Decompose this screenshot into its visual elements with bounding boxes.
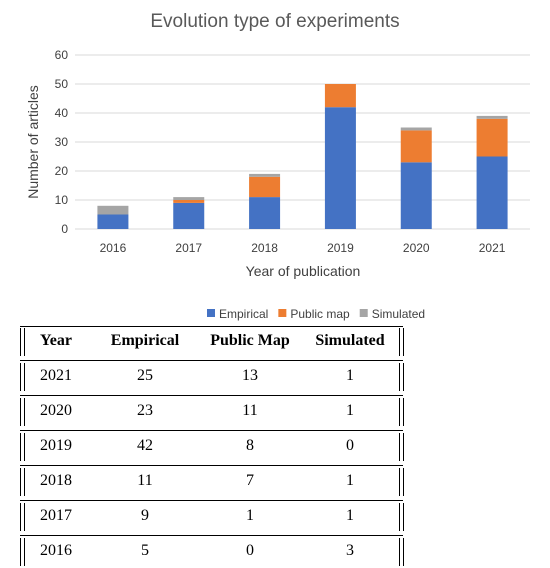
legend: Empirical Public map Simulated: [207, 307, 425, 321]
cell-empirical: 23: [137, 402, 153, 419]
table-rule: [20, 395, 403, 396]
chart-title: Evolution type of experiments: [150, 11, 399, 32]
table-row: 2019 42 8 0: [20, 429, 404, 463]
cell-simulated: 3: [346, 542, 354, 559]
table-row: 2018 11 7 1: [20, 464, 404, 498]
cell-public-map: 0: [246, 542, 254, 559]
y-tick-label: 40: [55, 106, 69, 120]
table-row: 2021 25 13 1: [20, 359, 404, 393]
bar-segment: [173, 197, 205, 200]
grid: [75, 54, 530, 230]
cell-public-map: 11: [242, 402, 258, 419]
legend-label: Empirical: [219, 307, 268, 321]
x-tick-label: 2017: [175, 241, 202, 255]
y-axis-ticks: 0 10 20 30 40 50 60: [55, 48, 69, 236]
table-top-rule: [20, 326, 403, 327]
bar-segment: [324, 107, 356, 229]
bar-segment: [400, 127, 432, 131]
x-tick-label: 2021: [479, 241, 506, 255]
table-rule: [20, 465, 403, 466]
bars: [97, 84, 508, 229]
legend-label: Public map: [290, 307, 350, 321]
cell-empirical: 25: [137, 367, 153, 384]
bar-segment: [476, 118, 508, 157]
legend-swatch: [359, 309, 368, 317]
y-tick-label: 50: [55, 77, 69, 91]
table-row: 2020 23 11 1: [20, 394, 404, 428]
y-tick-label: 10: [55, 193, 69, 207]
x-axis-ticks: 2016 2017 2018 2019 2020 2021: [100, 241, 506, 255]
cell-empirical: 5: [141, 542, 149, 559]
table-rule: [20, 360, 403, 361]
table-rule: [20, 430, 403, 431]
cell-simulated: 1: [346, 507, 354, 524]
cell-public-map: 13: [242, 367, 258, 384]
x-tick-label: 2016: [100, 241, 127, 255]
y-tick-label: 30: [55, 135, 69, 149]
bar-segment: [400, 162, 432, 229]
bar-segment: [249, 173, 281, 177]
y-tick-label: 60: [55, 48, 69, 62]
y-tick-label: 0: [61, 222, 68, 236]
bar-segment: [173, 200, 205, 203]
x-tick-label: 2018: [251, 241, 278, 255]
table-rule: [20, 500, 403, 501]
bar-segment: [400, 130, 432, 163]
bar-segment: [476, 156, 508, 229]
bar-segment: [173, 202, 205, 229]
x-tick-label: 2019: [327, 241, 354, 255]
table-rule: [20, 535, 403, 536]
y-axis-title: Number of articles: [25, 85, 41, 199]
cell-simulated: 1: [346, 472, 354, 489]
header-simulated: Simulated: [315, 332, 385, 349]
cell-empirical: 11: [137, 472, 153, 489]
legend-label: Simulated: [372, 307, 425, 321]
table-row: 2016 5 0 3: [20, 534, 404, 568]
cell-year: 2017: [40, 507, 72, 524]
cell-year: 2018: [40, 472, 72, 489]
cell-year: 2020: [40, 402, 72, 419]
cell-simulated: 1: [346, 402, 354, 419]
bar-segment: [324, 84, 356, 108]
stacked-bar-chart: Evolution type of experiments 0 10 20 30 40 5…: [25, 11, 530, 321]
header-empirical: Empirical: [110, 332, 180, 349]
cell-empirical: 9: [141, 507, 149, 524]
bar-segment: [97, 205, 129, 215]
table-body: 2021 25 13 1 2020 23 11 1 2019 42 8 0 2018 11 7 1 2017 9 1…: [20, 359, 404, 568]
header-public-map: Public Map: [210, 332, 290, 349]
table-row: 2017 9 1 1: [20, 499, 404, 533]
header-year: Year: [40, 332, 72, 349]
cell-year: 2019: [40, 437, 72, 454]
cell-year: 2016: [40, 542, 72, 559]
x-tick-label: 2020: [403, 241, 430, 255]
cell-simulated: 1: [346, 367, 354, 384]
cell-public-map: 1: [246, 507, 254, 524]
bar-segment: [97, 214, 129, 229]
cell-simulated: 0: [346, 437, 354, 454]
bar-segment: [476, 115, 508, 119]
cell-year: 2021: [40, 367, 72, 384]
legend-swatch: [278, 309, 287, 317]
bar-segment: [249, 176, 281, 198]
y-tick-label: 20: [55, 164, 69, 178]
cell-empirical: 42: [137, 437, 153, 454]
data-table: Year Empirical Public Map Simulated 2021…: [20, 324, 404, 568]
cell-public-map: 7: [246, 472, 254, 489]
legend-swatch: [207, 309, 215, 317]
bar-segment: [249, 197, 281, 229]
table-header-row: Year Empirical Public Map Simulated: [20, 324, 404, 358]
cell-public-map: 8: [246, 437, 254, 454]
x-axis-title: Year of publication: [246, 263, 361, 279]
